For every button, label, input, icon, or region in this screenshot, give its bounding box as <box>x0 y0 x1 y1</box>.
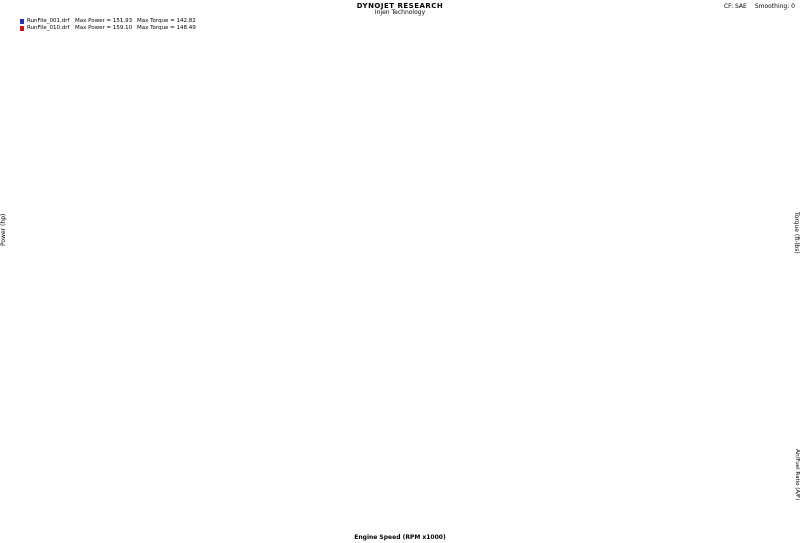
legend-row-run001[interactable]: RunFile_001.drf Max Power = 151.93 Max T… <box>20 18 196 25</box>
run001-max-power: Max Power = 151.93 <box>75 18 133 25</box>
run010-color-swatch <box>20 26 24 31</box>
x-axis-title: Engine Speed (RPM x1000) <box>354 534 446 541</box>
torque-axis-title: Torque (ft-lbs) <box>793 211 800 254</box>
correction-info: CF: SAE Smoothing: 0 <box>724 3 795 10</box>
run010-max-torque: Max Torque = 148.49 <box>137 25 196 32</box>
chart-header: DYNOJET RESEARCH Injen Technology <box>0 2 800 17</box>
run010-file-label: RunFile_010.drf <box>27 25 70 32</box>
smoothing-value: Smoothing: 0 <box>754 3 795 10</box>
page-subtitle: Injen Technology <box>374 9 426 17</box>
run001-file-label: RunFile_001.drf <box>27 18 70 25</box>
correction-factor: CF: SAE <box>723 3 747 10</box>
afr-axis-title: Air/Fuel Ratio (A/F) <box>794 449 800 501</box>
run010-max-power: Max Power = 159.10 <box>75 25 133 32</box>
legend-row-run010[interactable]: RunFile_010.drf Max Power = 159.10 Max T… <box>20 25 196 32</box>
run001-color-swatch <box>20 19 24 24</box>
page-title: DYNOJET RESEARCH <box>356 2 444 10</box>
power-axis-title: Power (hp) <box>0 213 7 247</box>
run001-max-torque: Max Torque = 142.82 <box>137 18 196 25</box>
run-legend: RunFile_001.drf Max Power = 151.93 Max T… <box>20 18 196 32</box>
